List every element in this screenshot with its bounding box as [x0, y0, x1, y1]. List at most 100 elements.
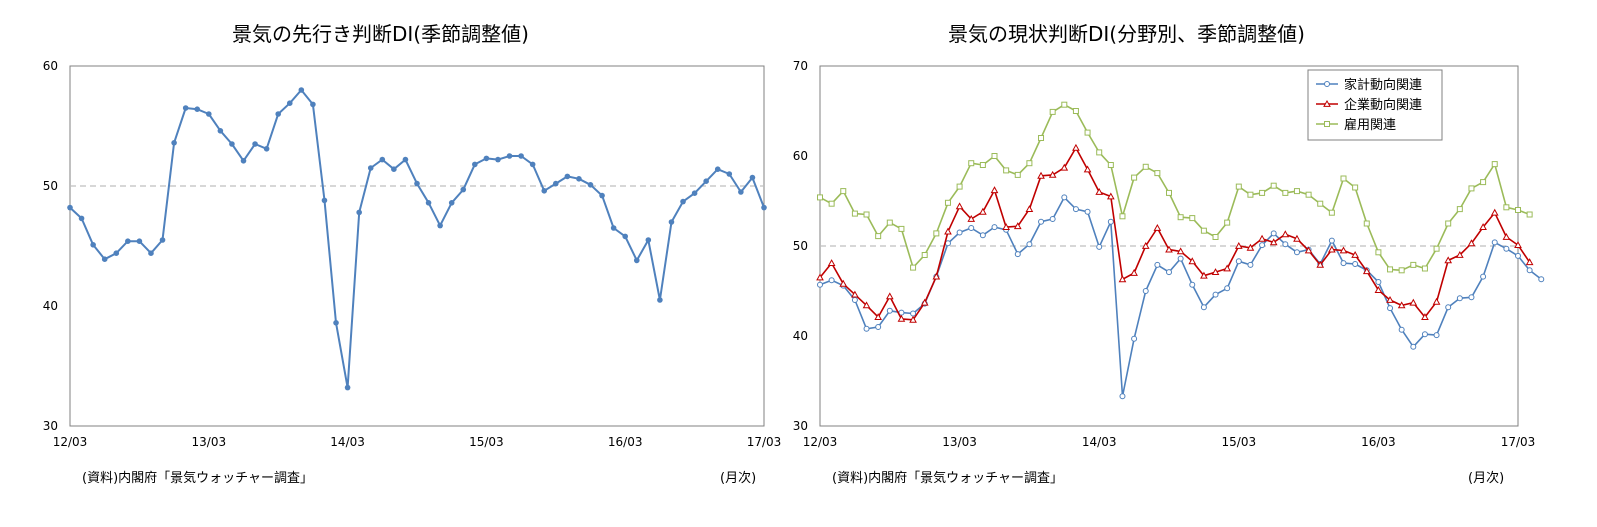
- data-point: [1328, 237, 1335, 244]
- x-tick-label: 14/03: [1082, 435, 1117, 449]
- data-point: [967, 214, 976, 222]
- data-point: [956, 183, 963, 190]
- data-point: [1049, 216, 1056, 222]
- data-point: [333, 320, 339, 326]
- data-point: [1118, 275, 1127, 283]
- data-point: [862, 301, 871, 309]
- data-point: [1503, 245, 1510, 252]
- data-point: [1387, 266, 1394, 273]
- x-tick-label: 13/03: [942, 435, 977, 449]
- left-chart-svg: 30 40 50 60 12/03 13/03 14/03 15/03 16/03 17/03: [43, 59, 782, 449]
- data-point: [863, 325, 870, 332]
- data-point: [897, 314, 906, 322]
- data-point: [275, 111, 282, 117]
- data-point: [633, 257, 640, 264]
- data-point: [955, 202, 964, 210]
- data-point: [1142, 163, 1149, 170]
- x-tick-label: 14/03: [330, 435, 365, 449]
- data-point: [1141, 241, 1150, 249]
- data-point: [1526, 211, 1533, 218]
- data-point: [1096, 243, 1103, 250]
- data-point: [909, 315, 917, 323]
- data-point: [1083, 165, 1092, 173]
- data-point: [1340, 260, 1347, 267]
- data-point: [194, 106, 201, 112]
- data-point: [1490, 208, 1499, 216]
- data-point: [921, 252, 928, 258]
- data-point: [851, 210, 858, 217]
- data-point: [1072, 108, 1079, 114]
- x-tick-label: 12/03: [803, 435, 838, 449]
- data-point: [252, 141, 258, 147]
- data-point: [506, 153, 513, 159]
- y-tick-label: 50: [43, 179, 58, 193]
- data-point: [1328, 209, 1335, 216]
- data-point: [1154, 170, 1161, 177]
- data-point: [932, 272, 941, 280]
- data-point: [1445, 220, 1452, 227]
- data-point: [1037, 171, 1045, 179]
- data-point: [425, 200, 432, 206]
- data-point: [1224, 285, 1231, 292]
- data-point: [1270, 182, 1277, 189]
- data-point: [1072, 206, 1079, 213]
- data-point: [1270, 230, 1277, 237]
- data-point: [541, 188, 548, 194]
- data-point: [1433, 245, 1440, 252]
- right-unit-label: (月次): [1468, 471, 1505, 486]
- right-chart-panel: 30 40 50 60 70 12/03 13/03 14/03 15/03 16/03 17/03…: [790, 0, 1597, 527]
- data-point: [817, 281, 823, 288]
- data-point: [1409, 298, 1418, 306]
- data-point: [1444, 256, 1453, 264]
- left-chart-panel: 30 40 50 60 12/03 13/03 14/03 15/03 16/03 17/03 景…: [0, 0, 790, 527]
- data-point: [448, 200, 455, 206]
- data-point: [1479, 223, 1487, 230]
- data-point: [483, 155, 490, 162]
- data-point: [1048, 170, 1057, 178]
- data-point: [356, 209, 362, 216]
- data-point: [1456, 206, 1463, 213]
- data-point: [1200, 227, 1207, 234]
- data-point: [518, 153, 524, 159]
- data-point: [1247, 261, 1254, 268]
- data-point: [78, 215, 85, 222]
- data-point: [1503, 204, 1510, 211]
- data-point: [1375, 249, 1382, 256]
- data-point: [1433, 332, 1440, 339]
- x-tick-label: 16/03: [1361, 435, 1396, 449]
- legend-label: 雇用関連: [1344, 117, 1396, 133]
- data-point: [1061, 101, 1068, 108]
- data-point: [968, 225, 975, 231]
- data-point: [1281, 230, 1290, 238]
- data-point: [1363, 220, 1370, 227]
- y-tick-label: 50: [793, 239, 808, 253]
- data-point: [851, 297, 858, 303]
- data-point: [645, 237, 652, 243]
- data-point: [1515, 252, 1521, 259]
- data-point: [529, 161, 536, 168]
- x-tick-label: 17/03: [1501, 435, 1536, 449]
- data-point: [1259, 242, 1266, 249]
- data-point: [1212, 291, 1219, 298]
- data-point: [1165, 245, 1173, 253]
- data-point: [1386, 295, 1394, 303]
- data-point: [1177, 255, 1184, 262]
- data-point: [827, 259, 836, 266]
- data-point: [910, 310, 917, 317]
- legend-marker: [1323, 99, 1331, 107]
- data-point: [1026, 160, 1033, 167]
- data-point: [1374, 286, 1383, 293]
- data-point: [875, 324, 882, 330]
- data-point: [1491, 239, 1498, 246]
- data-point: [1131, 335, 1138, 342]
- data-point: [990, 186, 999, 194]
- data-point: [1084, 208, 1091, 215]
- data-point: [622, 233, 628, 240]
- data-point: [738, 189, 744, 195]
- data-point: [321, 197, 328, 204]
- data-point: [263, 146, 270, 152]
- data-point: [1200, 304, 1207, 311]
- data-point: [1515, 207, 1521, 213]
- data-point: [979, 232, 986, 239]
- data-point: [1131, 174, 1138, 181]
